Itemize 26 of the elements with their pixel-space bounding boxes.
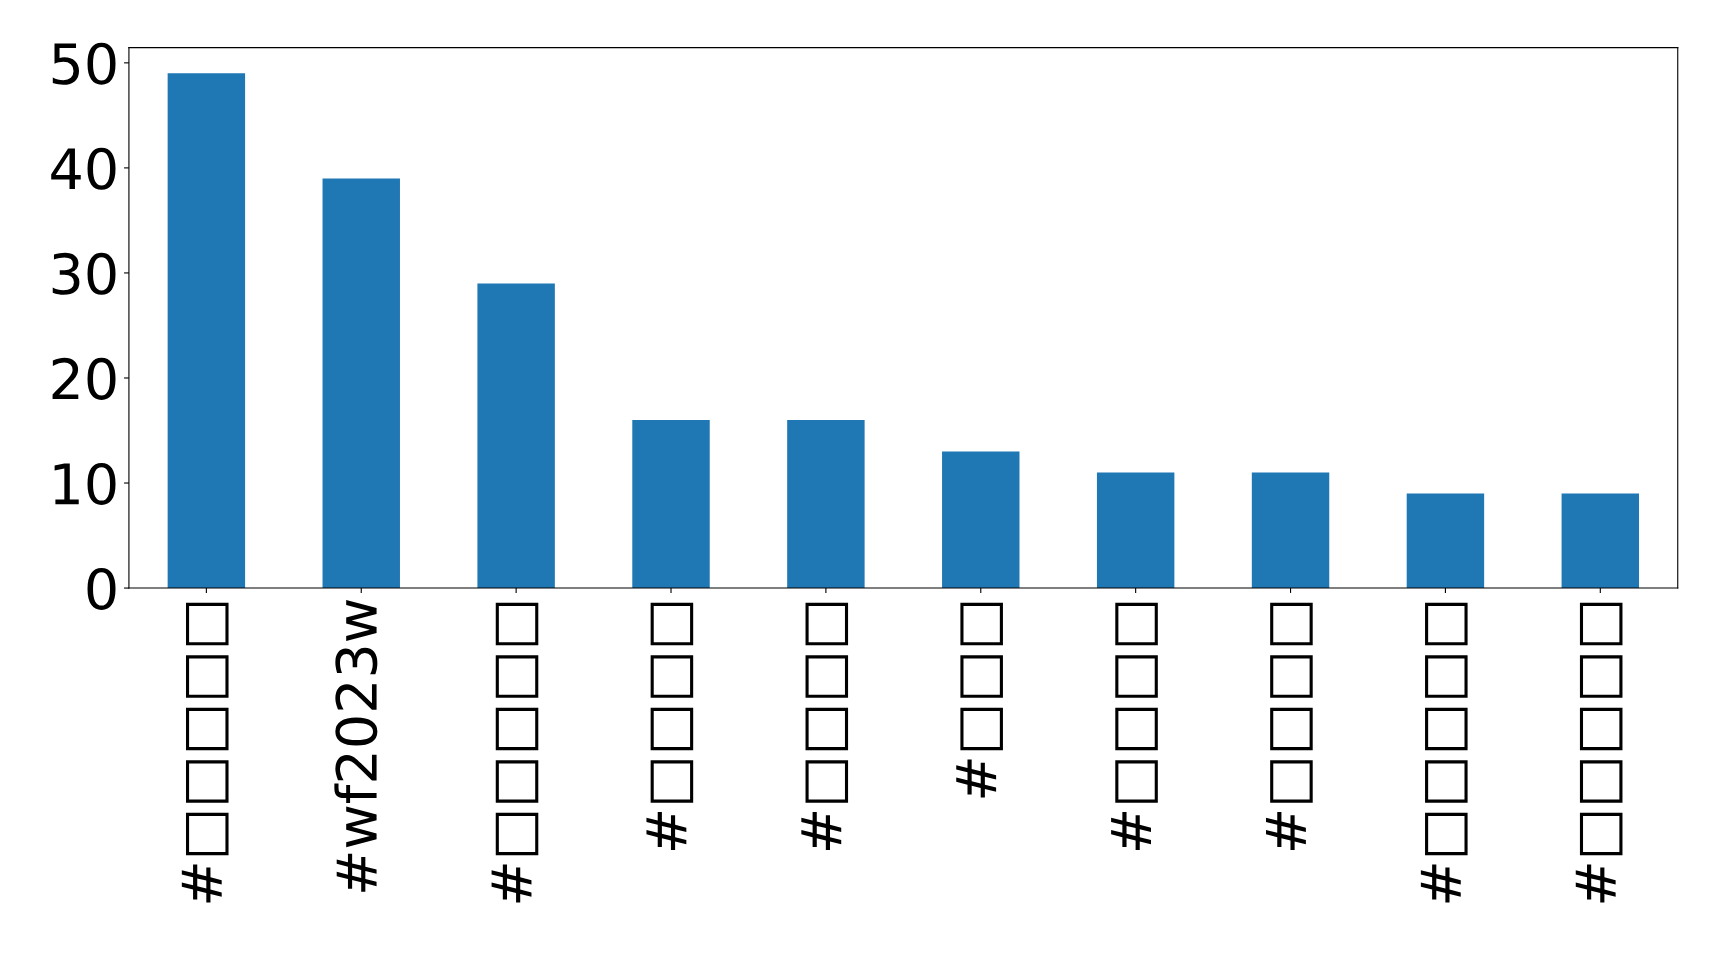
y-tick-label: 50 [52,42,116,85]
bar [942,451,1020,589]
bar [167,73,246,589]
x-tick-label: #□□□□ [1111,602,1158,851]
y-tick-label: 10 [54,462,116,505]
bar [477,283,555,589]
bar [632,420,710,589]
y-tick-label: 30 [52,252,116,295]
y-tick-label: 0 [87,567,116,610]
y-tick-label: 20 [52,357,116,400]
bar [1406,493,1485,589]
bar [787,420,865,589]
bar [322,178,400,589]
x-tick-label: #□□□□ [1265,602,1313,851]
bar [1096,472,1175,589]
bar [1251,472,1330,589]
x-tick-label: #□□□□□ [1575,602,1623,903]
x-tick-label: #□□□□ [801,602,849,851]
x-tick-label: #□□□□□ [491,602,539,903]
y-tick-label: 40 [51,147,116,190]
x-tick-label: #□□□ [956,602,1003,798]
x-tick-label: #□□□□□ [181,602,229,903]
bar [1561,493,1640,589]
x-tick-label: #□□□□ [646,602,694,851]
x-tick-label: #□□□□□ [1420,602,1468,903]
x-tick-label: #wf2023w [334,600,378,892]
